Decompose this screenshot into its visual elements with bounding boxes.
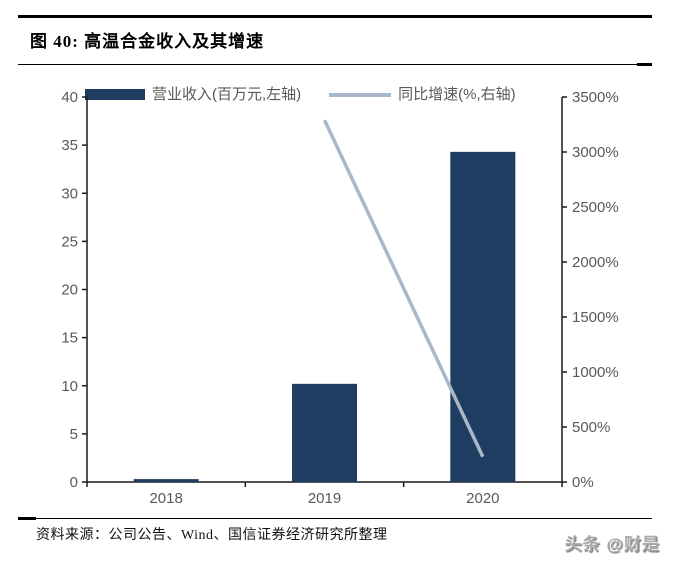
y-left-tick-label: 15 xyxy=(61,330,78,347)
legend-item-revenue: 营业收入(百万元,左轴) xyxy=(85,87,301,102)
y-left-tick-label: 20 xyxy=(61,282,78,299)
title-divider-tip xyxy=(637,63,652,66)
y-left-tick-label: 40 xyxy=(61,89,78,106)
bar-2020 xyxy=(450,151,516,483)
x-tick-label: 2019 xyxy=(308,490,341,507)
source-text: 资料来源：公司公告、Wind、国信证券经济研究所整理 xyxy=(36,528,388,543)
source-divider-tip xyxy=(18,517,36,520)
bar-2018 xyxy=(133,479,199,482)
legend-label-growth: 同比增速(%,右轴) xyxy=(398,86,516,103)
watermark: 头条 @财是 xyxy=(564,535,660,554)
y-left-tick-label: 5 xyxy=(70,426,78,443)
y-right-tick-label: 500% xyxy=(572,419,610,436)
figure-title: 图 40: 高温合金收入及其增速 xyxy=(30,32,265,51)
y-right-tick-label: 1500% xyxy=(572,309,619,326)
growth-line xyxy=(322,119,485,458)
chart-canvas: 0 5 10 15 20 25 30 35 40 0% 500% 1000% 1500% 2000% 250… xyxy=(61,89,619,507)
y-right-tick-label: 3500% xyxy=(572,89,619,106)
y-right-tick-label: 2000% xyxy=(572,254,619,271)
legend-bar-swatch xyxy=(85,89,145,100)
x-tick-label: 2018 xyxy=(149,490,182,507)
legend-line-swatch xyxy=(329,92,392,97)
bar-2019 xyxy=(292,383,357,482)
y-left-tick-label: 25 xyxy=(61,233,78,250)
y-left-tick-label: 0 xyxy=(70,474,78,491)
y-left-tick-label: 10 xyxy=(61,378,78,395)
y-left-tick-label: 30 xyxy=(61,185,78,202)
legend-item-growth: 同比增速(%,右轴) xyxy=(329,87,516,102)
y-right-tick-label: 2500% xyxy=(572,199,619,216)
title-divider xyxy=(18,63,652,66)
y-right-tick-label: 3000% xyxy=(572,144,619,161)
chart-legend: 营业收入(百万元,左轴) 同比增速(%,右轴) xyxy=(85,87,516,102)
source-divider xyxy=(18,517,652,520)
top-rule xyxy=(18,15,652,18)
legend-label-revenue: 营业收入(百万元,左轴) xyxy=(152,86,302,103)
y-right-tick-label: 0% xyxy=(572,474,594,491)
y-left-tick-label: 35 xyxy=(61,137,78,154)
x-tick-label: 2020 xyxy=(466,490,499,507)
y-right-tick-label: 1000% xyxy=(572,364,619,381)
